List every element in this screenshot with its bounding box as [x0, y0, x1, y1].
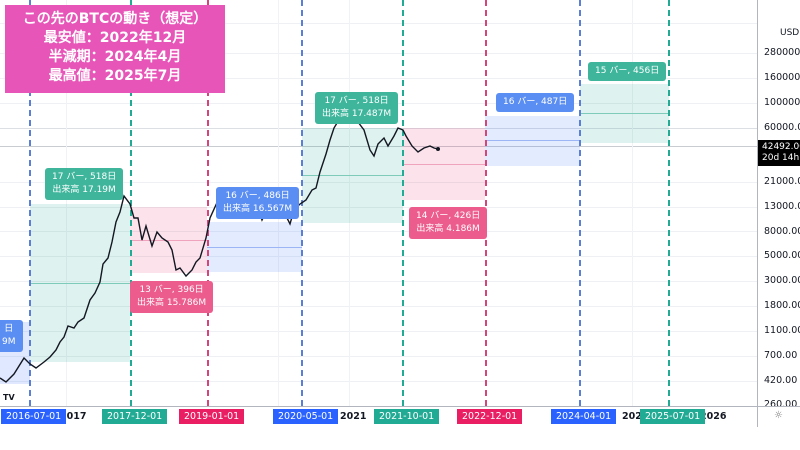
x-date-tag: 2025-07-01 — [640, 409, 706, 424]
range-label: 14 バー, 426日 出来高 4.186M — [409, 207, 488, 239]
grid-line — [0, 281, 757, 282]
x-date-tag: 2017-12-01 — [102, 409, 168, 424]
tradingview-logo-icon[interactable]: TV — [3, 393, 15, 402]
y-tick: 5000.00 — [764, 250, 800, 261]
y-tick: 1800.00 — [764, 300, 800, 311]
grid-line — [349, 0, 350, 406]
range-label-volume: 出来高 17.487M — [322, 109, 392, 119]
grid-line — [0, 128, 757, 129]
current-price-tag: 42492.00 20d 14h — [758, 140, 800, 166]
grid-line — [632, 0, 633, 406]
x-year-label: 2026 — [700, 411, 727, 422]
x-year-label: 202 — [622, 411, 642, 422]
range-label-bars: 17 バー, 518日 — [324, 96, 389, 106]
range-midline — [130, 240, 207, 241]
grid-line — [0, 231, 757, 232]
grid-line — [0, 53, 757, 54]
range-label-bars: 16 バー, 486日 — [225, 191, 290, 201]
empty-footer — [0, 427, 800, 450]
grid-line — [0, 331, 757, 332]
current-price-line — [0, 146, 757, 147]
vline-2017-12-01[interactable] — [130, 0, 132, 406]
gear-icon[interactable]: ☼ — [774, 410, 783, 421]
grid-line — [0, 306, 757, 307]
range-label-bars: 16 バー, 487日 — [503, 97, 568, 107]
chart-settings-corner[interactable]: ☼ — [757, 406, 800, 427]
range-label-volume: 9M — [2, 337, 16, 347]
range-label-bars: 15 バー, 456日 — [595, 66, 660, 76]
range-box-blue[interactable] — [485, 116, 580, 166]
range-label: 13 バー, 396日 出来高 15.786M — [130, 281, 214, 313]
grid-line — [0, 256, 757, 257]
range-label-volume: 出来高 4.186M — [416, 224, 480, 234]
grid-line — [66, 0, 67, 406]
y-tick: 60000.00 — [764, 122, 800, 133]
x-date-tag: 2022-12-01 — [457, 409, 523, 424]
range-label-bars: 17 バー, 518日 — [52, 172, 117, 182]
range-midline — [30, 283, 130, 284]
title-high: 最高値：2025年7月 — [48, 68, 182, 84]
currency-label[interactable]: USD — [780, 28, 800, 38]
range-label: 17 バー, 518日 出来高 17.19M — [45, 168, 124, 200]
grid-line — [0, 23, 757, 24]
y-tick: 700.00 — [764, 350, 798, 361]
range-label-volume: 出来高 17.19M — [52, 185, 116, 195]
range-label: 15 バー, 456日 — [588, 62, 667, 81]
grid-line — [0, 207, 757, 208]
title-halving: 半減期：2024年4月 — [48, 49, 182, 65]
bar-countdown: 20d 14h — [762, 153, 800, 163]
x-date-tag: 2020-05-01 — [273, 409, 339, 424]
vline-2016-07-01[interactable] — [29, 0, 31, 406]
range-label-bars: 13 バー, 396日 — [139, 285, 204, 295]
y-tick: 160000.00 — [764, 72, 800, 83]
range-label-volume: 出来高 16.567M — [223, 204, 293, 214]
x-date-tag: 2021-10-01 — [374, 409, 440, 424]
range-label: 16 バー, 486日 出来高 16.567M — [216, 187, 300, 219]
x-date-tag: 2016-07-01 — [1, 409, 67, 424]
grid-line — [0, 182, 757, 183]
y-tick: 21000.00 — [764, 176, 800, 187]
grid-line — [0, 356, 757, 357]
range-midline — [302, 175, 403, 176]
y-tick: 13000.00 — [764, 201, 800, 212]
y-tick: 1100.00 — [764, 325, 800, 336]
range-label-volume: 出来高 15.786M — [137, 298, 207, 308]
x-date-tag: 2024-04-01 — [551, 409, 617, 424]
x-year-label: 2021 — [340, 411, 367, 422]
range-midline — [403, 164, 485, 165]
chart-plot-area[interactable]: 日 9M 17 バー, 518日 出来高 17.19M 13 バー, 396日 … — [0, 0, 757, 406]
current-price: 42492.00 — [762, 142, 800, 152]
vline-2025-07-01[interactable] — [668, 0, 670, 406]
title-low: 最安値：2022年12月 — [43, 30, 187, 46]
title-annotation[interactable]: この先のBTCの動き（想定） 最安値：2022年12月 半減期：2024年4月 … — [5, 5, 225, 93]
range-midline — [580, 113, 669, 114]
price-axis[interactable]: 280000.00 160000.00 100000.00 60000.00 2… — [757, 0, 800, 410]
grid-line — [0, 78, 757, 79]
range-label: 17 バー, 518日 出来高 17.487M — [315, 92, 399, 124]
range-midline — [207, 247, 302, 248]
y-tick: 420.00 — [764, 375, 798, 386]
range-label: 16 バー, 487日 — [496, 93, 575, 112]
vline-2022-12-01[interactable] — [485, 0, 487, 406]
y-tick: 3000.00 — [764, 275, 800, 286]
vline-2024-04-01[interactable] — [579, 0, 581, 406]
y-tick: 100000.00 — [764, 97, 800, 108]
vline-2019-01-01[interactable] — [207, 0, 209, 406]
grid-line — [0, 381, 757, 382]
y-tick: 8000.00 — [764, 226, 800, 237]
range-label-bars: 日 — [4, 324, 14, 334]
range-label: 日 9M — [0, 320, 23, 352]
x-date-tag: 2019-01-01 — [179, 409, 245, 424]
vline-2021-10-01[interactable] — [402, 0, 404, 406]
x-year-label: 2017 — [60, 411, 87, 422]
range-label-bars: 14 バー, 426日 — [416, 211, 481, 221]
range-midline — [485, 140, 580, 141]
y-tick: 280000.00 — [764, 47, 800, 58]
title-heading: この先のBTCの動き（想定） — [22, 11, 208, 27]
y-tick: 260.00 — [764, 399, 798, 410]
